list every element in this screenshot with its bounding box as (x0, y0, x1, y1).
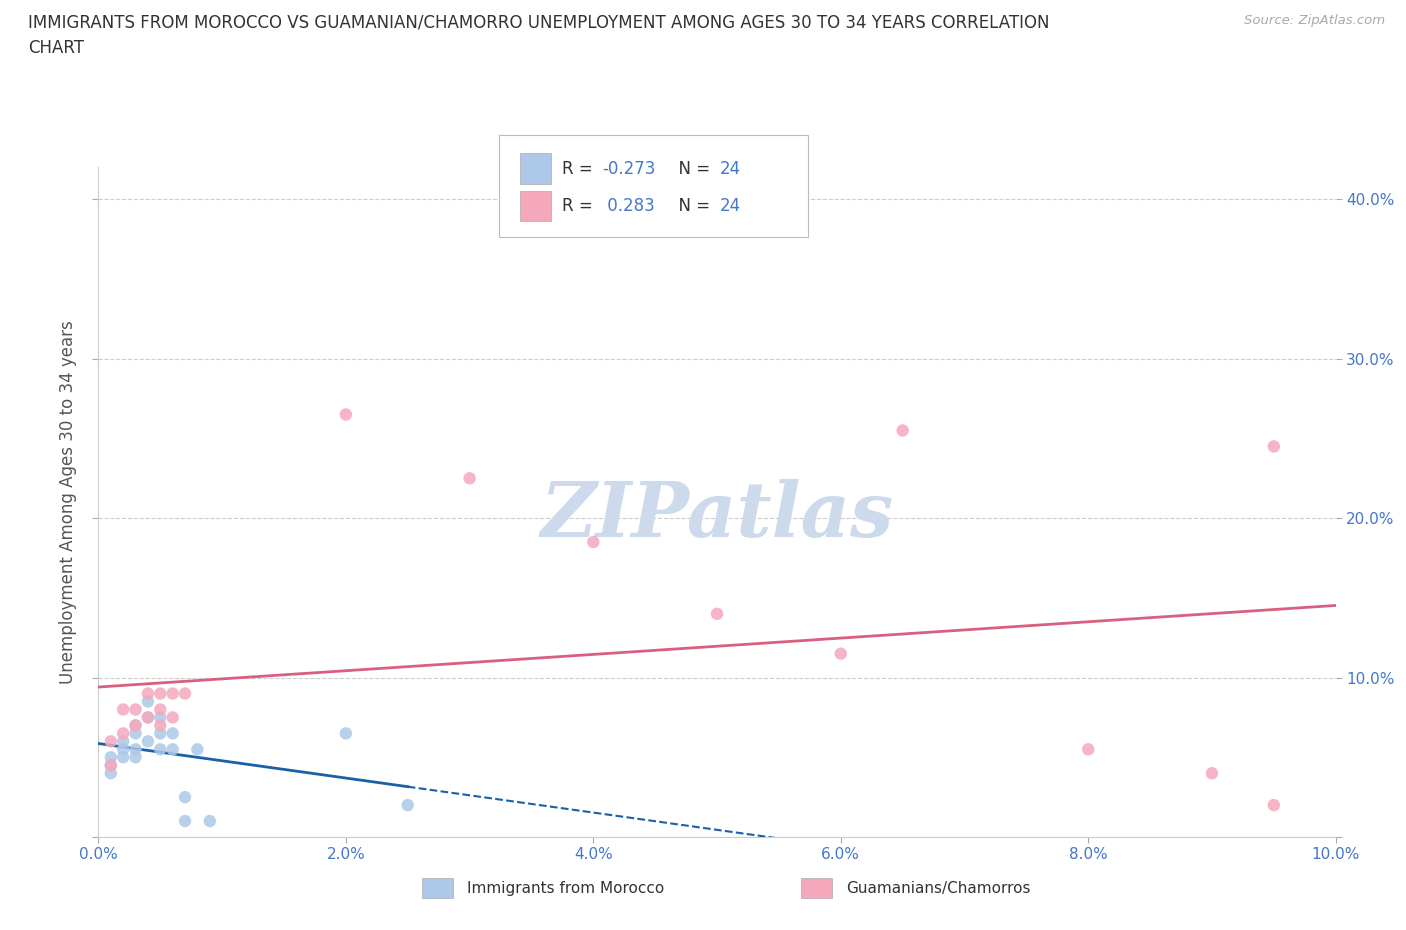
Point (124, 726, 146, 741)
Point (458, 471, 481, 485)
Point (149, 742, 172, 757)
Point (124, 702, 146, 717)
Text: N =: N = (668, 160, 716, 178)
Point (396, 798, 419, 813)
Point (100, 765, 122, 780)
Point (112, 742, 135, 757)
Point (162, 686, 184, 701)
Point (112, 702, 135, 717)
Point (174, 790, 197, 804)
Point (136, 710, 159, 724)
Point (136, 710, 159, 724)
Point (1201, 765, 1223, 780)
Point (335, 407, 357, 422)
Point (891, 423, 914, 438)
Text: 0.283: 0.283 (602, 197, 655, 215)
Point (112, 750, 135, 764)
Point (112, 734, 135, 749)
Point (162, 710, 184, 724)
Point (198, 814, 221, 829)
Text: R =: R = (562, 160, 599, 178)
Text: N =: N = (668, 197, 716, 215)
Point (136, 734, 159, 749)
Point (335, 726, 357, 741)
Y-axis label: Unemployment Among Ages 30 to 34 years: Unemployment Among Ages 30 to 34 years (59, 320, 77, 684)
Text: -0.273: -0.273 (602, 160, 655, 178)
Point (149, 726, 172, 741)
Text: ZIPatlas: ZIPatlas (540, 479, 894, 552)
Text: 24: 24 (720, 160, 741, 178)
Point (582, 535, 605, 550)
Point (162, 726, 184, 741)
Point (830, 646, 852, 661)
Point (149, 686, 172, 701)
Point (100, 750, 122, 764)
Point (1263, 798, 1285, 813)
Point (124, 742, 146, 757)
Text: Guamanians/Chamorros: Guamanians/Chamorros (846, 881, 1031, 896)
Point (124, 750, 146, 764)
Point (1263, 439, 1285, 454)
Point (706, 606, 728, 621)
Point (186, 742, 208, 757)
Point (174, 814, 197, 829)
Point (149, 710, 172, 724)
Text: Immigrants from Morocco: Immigrants from Morocco (467, 881, 664, 896)
Text: R =: R = (562, 197, 599, 215)
Point (162, 742, 184, 757)
Text: Source: ZipAtlas.com: Source: ZipAtlas.com (1244, 14, 1385, 27)
Point (100, 734, 122, 749)
Point (112, 726, 135, 741)
Point (174, 686, 197, 701)
Point (149, 702, 172, 717)
Point (124, 718, 146, 733)
Point (100, 758, 122, 773)
Point (100, 758, 122, 773)
Point (124, 718, 146, 733)
Text: 24: 24 (720, 197, 741, 215)
Point (136, 694, 159, 709)
Point (136, 686, 159, 701)
Point (1077, 742, 1099, 757)
Point (149, 718, 172, 733)
Text: IMMIGRANTS FROM MOROCCO VS GUAMANIAN/CHAMORRO UNEMPLOYMENT AMONG AGES 30 TO 34 Y: IMMIGRANTS FROM MOROCCO VS GUAMANIAN/CHA… (28, 14, 1050, 57)
